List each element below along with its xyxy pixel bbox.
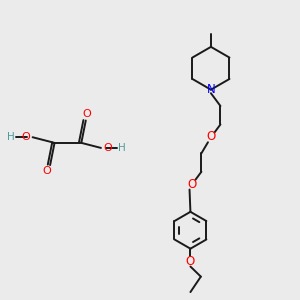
- Text: O: O: [103, 143, 112, 153]
- Text: O: O: [206, 130, 216, 143]
- Text: O: O: [43, 167, 51, 176]
- Text: O: O: [82, 109, 91, 119]
- Text: O: O: [22, 132, 30, 142]
- Text: H: H: [118, 143, 126, 153]
- Text: O: O: [187, 178, 196, 191]
- Text: N: N: [207, 83, 216, 96]
- Text: O: O: [186, 255, 195, 268]
- Text: H: H: [7, 132, 15, 142]
